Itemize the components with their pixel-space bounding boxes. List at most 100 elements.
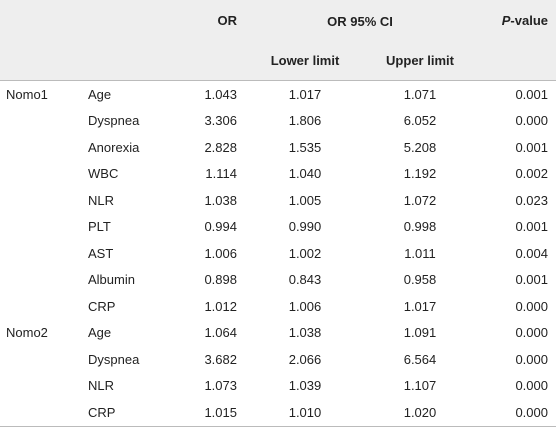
table-row: Albumin 0.898 0.843 0.958 0.001 [0, 267, 556, 294]
group-label [0, 240, 85, 267]
variable: PLT [88, 219, 111, 235]
table-row: PLT 0.994 0.990 0.998 0.001 [0, 214, 556, 241]
upper-limit: 0.998 [403, 219, 437, 235]
p-value: 0.000 [515, 325, 548, 341]
group-label [0, 187, 85, 214]
or-value: 1.114 [205, 166, 237, 182]
group-label [0, 293, 85, 320]
upper-limit: 5.208 [403, 139, 437, 155]
upper-limit: 1.071 [403, 86, 437, 102]
or-value: 2.828 [204, 139, 237, 155]
variable: CRP [85, 399, 165, 427]
upper-header: Upper limit [365, 40, 475, 81]
variable: Age [88, 86, 112, 102]
lower-limit: 0.843 [288, 272, 322, 288]
table-row: WBC 1.114 1.040 1.192 0.002 [0, 161, 556, 188]
p-value: 0.004 [515, 245, 548, 261]
table-row: AST 1.006 1.002 1.011 0.004 [0, 240, 556, 267]
lower-limit: 1.535 [288, 139, 322, 155]
variable: Age [88, 325, 112, 341]
variable: AST [88, 245, 114, 261]
table-row: Dyspnea 3.306 1.806 6.052 0.000 [0, 108, 556, 135]
upper-limit: 6.564 [403, 351, 437, 367]
variable: Dyspnea [88, 351, 140, 367]
variable: NLR [88, 192, 115, 208]
table-body: Nomo1 Age 1.043 1.017 1.071 0.001 Dyspnea 3.306… [0, 81, 556, 427]
variable: Dyspnea [88, 113, 140, 129]
or-value: 3.682 [204, 351, 237, 367]
lower-header: Lower limit [245, 40, 365, 81]
group-label [0, 214, 85, 241]
variable: WBC [88, 166, 119, 182]
lower-limit: 1.010 [245, 399, 365, 427]
upper-limit: 6.052 [403, 113, 437, 129]
group-label: Nomo1 [6, 86, 48, 102]
or-value: 1.064 [204, 325, 237, 341]
table-row: CRP 1.012 1.006 1.017 0.000 [0, 293, 556, 320]
lower-limit: 1.038 [288, 325, 322, 341]
table-header: OR OR 95% CI P-value Lower limit Upper l… [0, 0, 556, 81]
or-header: OR [217, 12, 238, 28]
upper-limit: 0.958 [403, 272, 437, 288]
table-row: Dyspnea 3.682 2.066 6.564 0.000 [0, 346, 556, 373]
p-value: 0.023 [515, 192, 548, 208]
lower-limit: 1.806 [288, 113, 322, 129]
or-value: 0.898 [204, 272, 237, 288]
lower-limit: 2.066 [288, 351, 322, 367]
table-row: Nomo1 Age 1.043 1.017 1.071 0.001 [0, 81, 556, 108]
or-value: 1.012 [204, 298, 237, 314]
table-row: Nomo2 Age 1.064 1.038 1.091 0.000 [0, 320, 556, 347]
p-value: 0.000 [515, 113, 548, 129]
or-value: 1.006 [204, 245, 237, 261]
variable: Albumin [88, 272, 135, 288]
variable: Anorexia [88, 139, 140, 155]
lower-limit: 0.990 [288, 219, 322, 235]
upper-limit: 1.020 [365, 399, 475, 427]
or-value: 1.015 [165, 399, 245, 427]
group-label [0, 161, 85, 188]
group-label [0, 373, 85, 400]
lower-limit: 1.017 [288, 86, 322, 102]
or-value: 1.043 [204, 86, 237, 102]
lower-limit: 1.005 [288, 192, 322, 208]
upper-limit: 1.091 [403, 325, 437, 341]
lower-limit: 1.039 [288, 378, 322, 394]
p-header-rest: -value [510, 12, 548, 28]
ci-header: OR 95% CI [245, 2, 475, 41]
lower-limit: 1.040 [288, 166, 322, 182]
upper-limit: 1.072 [403, 192, 437, 208]
table-row: NLR 1.073 1.039 1.107 0.000 [0, 373, 556, 400]
group-label [0, 267, 85, 294]
p-value: 0.000 [515, 298, 548, 314]
p-value: 0.001 [515, 219, 548, 235]
p-header-italic: P [501, 12, 511, 28]
upper-limit: 1.011 [404, 245, 436, 261]
variable: CRP [88, 298, 116, 314]
group-label: Nomo2 [6, 325, 48, 341]
or-value: 1.073 [204, 378, 237, 394]
group-label [0, 399, 85, 427]
group-label [0, 346, 85, 373]
table-row: CRP 1.015 1.010 1.020 0.000 [0, 399, 556, 427]
p-value: 0.001 [515, 272, 548, 288]
p-value: 0.001 [515, 86, 548, 102]
or-value: 0.994 [204, 219, 237, 235]
table-row: Anorexia 2.828 1.535 5.208 0.001 [0, 134, 556, 161]
upper-limit: 1.192 [403, 166, 437, 182]
p-value: 0.000 [515, 351, 548, 367]
p-value: 0.001 [515, 139, 548, 155]
variable: NLR [88, 378, 115, 394]
lower-limit: 1.006 [288, 298, 322, 314]
or-value: 3.306 [204, 113, 237, 129]
upper-limit: 1.017 [403, 298, 437, 314]
group-label [0, 134, 85, 161]
upper-limit: 1.107 [403, 378, 437, 394]
p-value: 0.002 [515, 166, 548, 182]
table-row: NLR 1.038 1.005 1.072 0.023 [0, 187, 556, 214]
p-value: 0.000 [515, 378, 548, 394]
lower-limit: 1.002 [288, 245, 322, 261]
group-label [0, 108, 85, 135]
or-value: 1.038 [204, 192, 237, 208]
